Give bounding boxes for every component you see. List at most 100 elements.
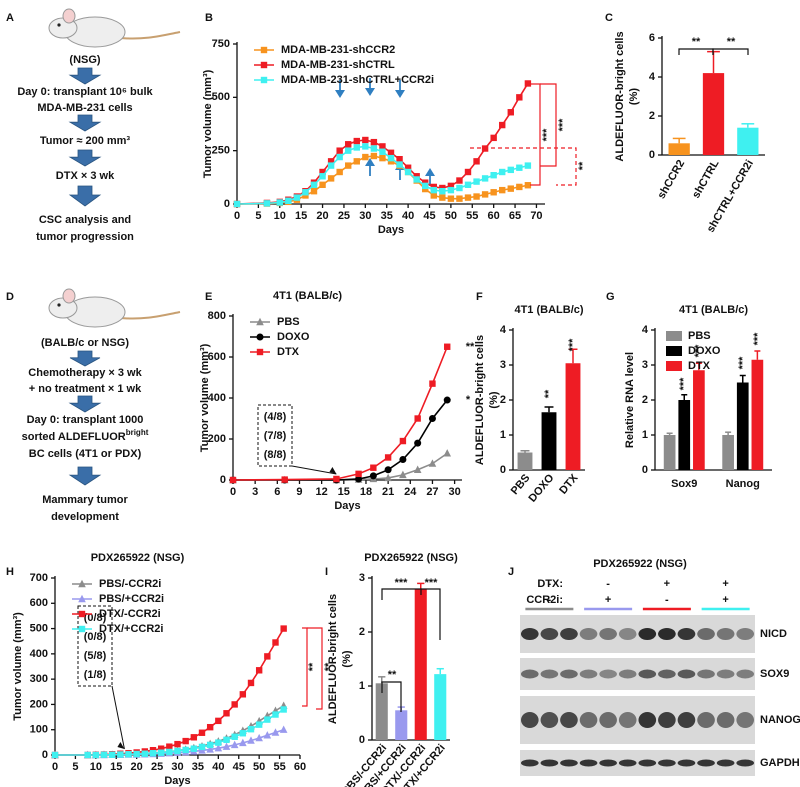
marker: [222, 742, 231, 750]
x-tick-label: 25: [151, 761, 163, 773]
x-tick-label: 65: [509, 210, 521, 222]
y-tick-label: 800: [208, 310, 226, 322]
marker: [345, 141, 352, 148]
blot-band: [540, 712, 559, 728]
y-tick-label: 700: [30, 572, 48, 584]
marker: [100, 751, 108, 758]
marker: [264, 653, 271, 660]
marker: [428, 459, 437, 467]
significance-label: ***: [737, 356, 749, 370]
x-tick-label: 35: [192, 761, 204, 773]
marker: [247, 736, 255, 744]
marker: [133, 750, 140, 758]
panel-title: 4T1 (BALB/c): [514, 304, 583, 316]
x-tick-label: 45: [233, 761, 245, 773]
y-tick-label: 750: [212, 38, 230, 50]
legend-marker: [78, 625, 86, 633]
marker: [524, 80, 532, 87]
legend-label: DTX: [277, 346, 300, 358]
blot-band: [540, 628, 559, 640]
blot-band: [579, 712, 598, 728]
legend-label: PBS/+CCR2i: [99, 593, 164, 605]
y-tick-label: 0: [224, 198, 230, 210]
significance-bracket: [540, 83, 557, 167]
bar: [736, 382, 749, 470]
panel-letter: B: [205, 12, 213, 24]
y-tick-label: 300: [30, 673, 48, 685]
flow-arrow: [68, 185, 102, 207]
legend-label: DTX/-CCR2i: [99, 608, 161, 620]
blot-band: [716, 759, 735, 767]
marker: [214, 743, 223, 752]
legend-swatch: [666, 361, 682, 371]
y-tick-label: 0: [649, 149, 655, 161]
x-axis-label: Days: [334, 500, 360, 512]
x-tick-label: DTX: [557, 472, 581, 497]
legend-swatch: [666, 346, 682, 356]
marker: [447, 195, 455, 202]
significance-bracket: [470, 147, 577, 186]
bar: [663, 435, 676, 470]
bar: [565, 363, 581, 470]
marker: [92, 751, 100, 759]
marker: [206, 723, 214, 731]
significance-label: **: [307, 662, 319, 671]
marker: [281, 476, 288, 483]
marker: [370, 138, 378, 146]
legend-label: DTX/+CCR2i: [99, 623, 164, 635]
marker: [379, 148, 386, 155]
x-tick-label: 6: [274, 486, 280, 498]
row-label: CCR2i:: [526, 594, 563, 606]
y-tick-label: 0: [42, 749, 48, 761]
marker: [473, 178, 480, 185]
marker: [174, 740, 181, 748]
step-text: tumor progression: [36, 231, 134, 243]
y-tick-label: 0: [359, 734, 365, 746]
panel-letter: G: [606, 291, 615, 303]
marker: [516, 94, 523, 101]
legend-label: DOXO: [277, 331, 310, 343]
blot-band: [599, 759, 617, 767]
panel-letter: I: [325, 566, 328, 578]
condition-sign: +: [605, 594, 611, 606]
blot-band: [638, 628, 657, 640]
marker: [166, 748, 173, 756]
blot-band: [677, 759, 696, 767]
x-tick-label: 30: [448, 486, 460, 498]
y-tick-label: 2: [500, 394, 506, 406]
marker: [157, 745, 165, 752]
marker: [319, 168, 326, 176]
legend-label: DOXO: [688, 345, 721, 357]
panel-letter: A: [6, 12, 14, 24]
bar: [375, 683, 388, 740]
marker: [422, 179, 429, 186]
step-text: BC cells (4T1 or PDX): [29, 448, 142, 460]
marker: [362, 136, 369, 144]
marker: [327, 162, 335, 169]
marker: [223, 736, 230, 744]
bar: [434, 674, 447, 740]
significance-label: **: [466, 341, 475, 353]
marker: [280, 706, 287, 713]
legend-marker: [260, 61, 268, 69]
marker: [507, 166, 514, 174]
marker: [239, 738, 247, 747]
significance-bracket: [381, 681, 402, 712]
y-tick-label: 0: [642, 464, 648, 476]
marker: [481, 191, 489, 198]
x-tick-label: 18: [360, 486, 372, 498]
marker: [516, 164, 523, 171]
x-tick-label: 55: [466, 210, 478, 222]
blot-band: [638, 712, 657, 728]
marker: [362, 143, 369, 150]
panel-letter: E: [205, 291, 212, 303]
significance-bracket: [530, 83, 541, 186]
x-tick-label: 10: [274, 210, 286, 222]
blot-band: [618, 628, 637, 640]
marker: [271, 728, 280, 736]
marker: [345, 162, 352, 169]
blot-band: [677, 628, 696, 640]
blot-band: [560, 628, 578, 640]
y-tick-label: 250: [212, 145, 230, 157]
